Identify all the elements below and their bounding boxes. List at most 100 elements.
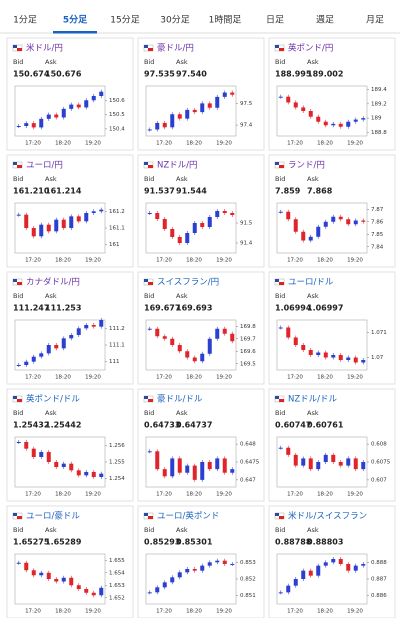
pair-name[interactable]: 米ドル/円	[26, 43, 63, 54]
candle	[222, 458, 227, 473]
x-tick-label: 17:20	[287, 141, 303, 147]
candle	[147, 328, 152, 330]
candle	[301, 231, 306, 241]
candle	[215, 458, 220, 470]
candle	[222, 211, 227, 213]
pair-name[interactable]: ユーロ/豪ドル	[26, 511, 80, 522]
flag-part	[275, 396, 279, 399]
x-tick-label: 18:20	[317, 375, 333, 381]
pair-name[interactable]: ランド/円	[288, 161, 325, 171]
candle	[278, 592, 283, 594]
candle	[155, 122, 160, 130]
flag-part	[17, 282, 22, 285]
pair-name[interactable]: 英ポンド/ドル	[26, 394, 80, 405]
y-tick-label: 0.888	[371, 560, 387, 566]
chart-frame	[145, 319, 237, 371]
candle	[76, 328, 81, 335]
candle	[308, 111, 313, 117]
candle	[84, 325, 89, 329]
candle	[162, 219, 167, 229]
bid-label: Bid	[144, 292, 154, 300]
pair-name[interactable]: NZドル/ドル	[288, 395, 338, 405]
ask-label: Ask	[45, 58, 57, 66]
x-tick-label: 19:20	[216, 492, 232, 498]
pair-name[interactable]: カナダドル/円	[26, 277, 80, 288]
bid-label: Bid	[275, 292, 285, 300]
pair-name[interactable]: スイスフラン/円	[157, 278, 219, 288]
ask-label: Ask	[176, 409, 188, 417]
bid-value: 150.674	[13, 70, 50, 79]
bid-value: 1.65275	[13, 538, 50, 547]
candle	[170, 114, 175, 128]
x-tick-label: 17:20	[25, 141, 41, 147]
candle	[215, 96, 220, 108]
ask-value: 161.214	[45, 187, 82, 196]
y-tick-label: 1.256	[109, 443, 125, 449]
candle	[207, 462, 212, 470]
x-tick-label: 18:20	[55, 492, 71, 498]
x-tick-label: 18:20	[186, 258, 202, 264]
x-tick-label: 18:20	[186, 492, 202, 498]
y-tick-label: 0.851	[240, 593, 256, 599]
flag-part	[148, 48, 153, 51]
tab[interactable]: 1時間足	[209, 15, 242, 26]
tab[interactable]: 月足	[366, 15, 384, 26]
pair-name[interactable]: ユーロ/英ポンド	[157, 511, 219, 522]
flag-part	[17, 516, 22, 519]
candle	[185, 351, 190, 358]
tab[interactable]: 日足	[266, 15, 284, 26]
tab[interactable]: 15分足	[110, 15, 139, 26]
y-tick-label: 0.607	[371, 477, 387, 483]
pair-name[interactable]: ユーロ/ドル	[288, 278, 334, 288]
bid-label: Bid	[144, 409, 154, 417]
pair-name[interactable]: ユーロ/円	[26, 161, 63, 171]
y-tick-label: 111.1	[109, 343, 125, 349]
y-tick-label: 7.85	[371, 232, 384, 238]
candle	[346, 564, 351, 571]
candle	[24, 442, 29, 449]
pair-name[interactable]: 英ポンド/円	[288, 43, 333, 54]
pair-name[interactable]: NZドル/円	[157, 161, 198, 171]
flag-part	[13, 162, 17, 165]
candle	[162, 336, 167, 339]
ask-label: Ask	[176, 526, 188, 534]
candle	[293, 337, 298, 345]
candle	[331, 123, 336, 126]
chart-frame	[276, 319, 368, 371]
y-tick-label: 0.852	[240, 577, 256, 583]
y-tick-label: 7.86	[371, 219, 384, 225]
tab[interactable]: 5分足	[63, 14, 88, 26]
y-tick-label: 161	[109, 242, 120, 248]
tab[interactable]: 1分足	[13, 15, 37, 26]
x-tick-label: 19:20	[85, 258, 101, 264]
candle	[39, 572, 44, 576]
flag-part	[275, 279, 279, 282]
y-tick-label: 97.4	[240, 123, 253, 129]
tab[interactable]: 週足	[316, 15, 334, 26]
candle	[301, 570, 306, 579]
pair-name[interactable]: 豪ドル/円	[157, 43, 194, 54]
ask-label: Ask	[307, 292, 319, 300]
candle	[316, 226, 321, 237]
x-tick-label: 17:20	[25, 375, 41, 381]
pair-name[interactable]: 米ドル/スイスフラン	[288, 511, 367, 522]
candle	[24, 214, 29, 228]
bid-value: 111.247	[13, 304, 49, 313]
candle	[84, 100, 89, 108]
y-tick-label: 0.853	[240, 560, 256, 566]
ask-label: Ask	[307, 58, 319, 66]
candle	[361, 220, 366, 222]
chart-frame	[145, 553, 237, 605]
candle	[54, 462, 59, 467]
candle	[215, 328, 220, 339]
y-tick-label: 150.5	[109, 112, 125, 118]
candle	[338, 123, 343, 127]
y-tick-label: 1.255	[109, 460, 125, 466]
candle	[170, 577, 175, 583]
pair-name[interactable]: 豪ドル/ドル	[157, 394, 203, 405]
tab[interactable]: 30分足	[160, 15, 189, 26]
candle	[91, 96, 96, 101]
x-tick-label: 17:20	[25, 258, 41, 264]
candle	[31, 228, 36, 237]
bid-label: Bid	[275, 526, 285, 534]
